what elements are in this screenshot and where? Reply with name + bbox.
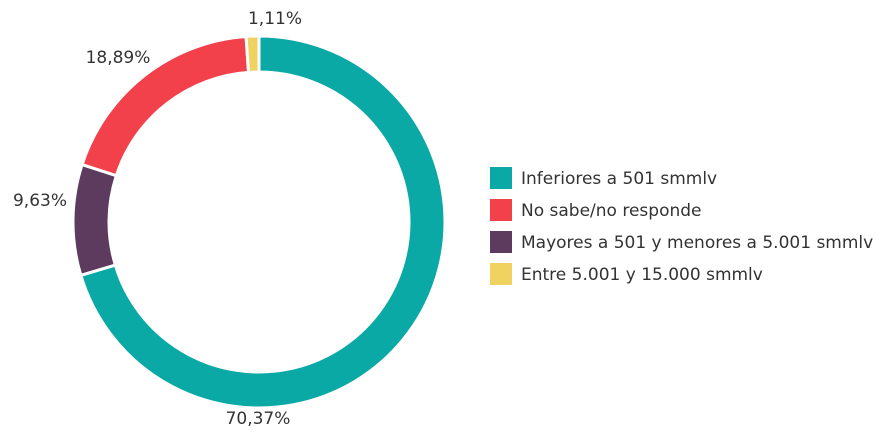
donut-slice bbox=[71, 162, 119, 278]
legend-label: Mayores a 501 y menores a 5.001 smmlv bbox=[521, 233, 873, 253]
legend-swatch bbox=[490, 231, 512, 253]
legend-label: Entre 5.001 y 15.000 smmlv bbox=[521, 265, 763, 285]
legend-label: No sabe/no responde bbox=[521, 201, 702, 221]
data-label: 1,11% bbox=[248, 9, 302, 29]
data-label: 18,89% bbox=[86, 48, 151, 68]
data-label: 70,37% bbox=[226, 409, 291, 429]
donut-slice bbox=[78, 34, 447, 410]
legend-swatch bbox=[490, 167, 512, 189]
donut-slice bbox=[244, 34, 261, 74]
legend-swatch bbox=[490, 199, 512, 221]
legend-label: Inferiores a 501 smmlv bbox=[521, 169, 717, 189]
legend-swatch bbox=[490, 263, 512, 285]
data-label: 9,63% bbox=[13, 191, 67, 211]
